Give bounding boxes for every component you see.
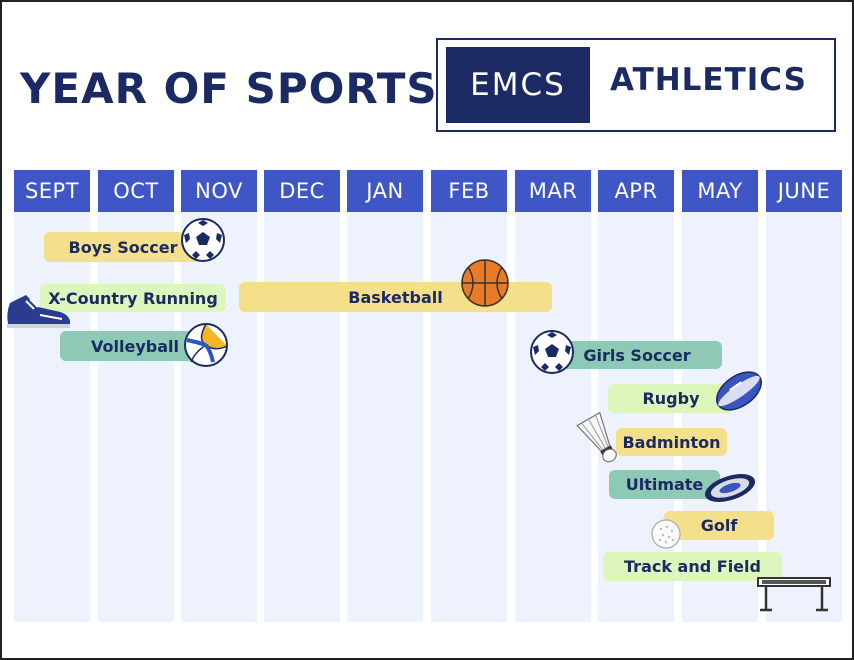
sport-bar-track-and-field: Track and Field	[603, 552, 782, 581]
month-column-sept	[14, 212, 90, 622]
month-column-dec	[264, 212, 340, 622]
month-column-oct	[98, 212, 174, 622]
month-header-feb: FEB	[431, 170, 507, 212]
basketball-icon	[461, 259, 509, 307]
month-column-mar	[515, 212, 591, 622]
month-header-sept: SEPT	[14, 170, 90, 212]
month-header-dec: DEC	[264, 170, 340, 212]
month-header-nov: NOV	[181, 170, 257, 212]
sport-bar-ultimate: Ultimate	[609, 470, 720, 499]
sport-bar-girls-soccer: Girls Soccer	[552, 341, 722, 369]
month-header-oct: OCT	[98, 170, 174, 212]
month-header-jan: JAN	[347, 170, 423, 212]
sport-bar-x-country-running: X-Country Running	[40, 284, 226, 312]
month-column-nov	[181, 212, 257, 622]
volleyball-icon	[184, 323, 228, 367]
page-title: YEAR OF SPORTS	[20, 64, 438, 113]
month-header-june: JUNE	[766, 170, 842, 212]
hurdle-icon	[757, 577, 831, 612]
shuttlecock-icon	[576, 412, 617, 463]
month-header-apr: APR	[598, 170, 674, 212]
golf-ball-icon	[651, 519, 681, 549]
month-column-jan	[347, 212, 423, 622]
month-header-mar: MAR	[515, 170, 591, 212]
month-header-may: MAY	[682, 170, 758, 212]
sport-bar-boys-soccer: Boys Soccer	[44, 232, 202, 262]
running-shoe-icon	[7, 295, 71, 328]
sport-bar-rugby: Rugby	[608, 384, 734, 413]
logo-athletics: ATHLETICS	[610, 62, 807, 98]
logo-box: EMCS ATHLETICS	[436, 38, 836, 132]
soccer-ball-icon	[181, 218, 225, 262]
rugby-ball-icon	[716, 371, 762, 411]
logo-emcs: EMCS	[446, 47, 590, 123]
sport-bar-golf: Golf	[664, 511, 774, 540]
sport-bar-badminton: Badminton	[616, 428, 727, 456]
soccer-ball-icon	[530, 330, 574, 374]
frisbee-icon	[704, 474, 756, 502]
